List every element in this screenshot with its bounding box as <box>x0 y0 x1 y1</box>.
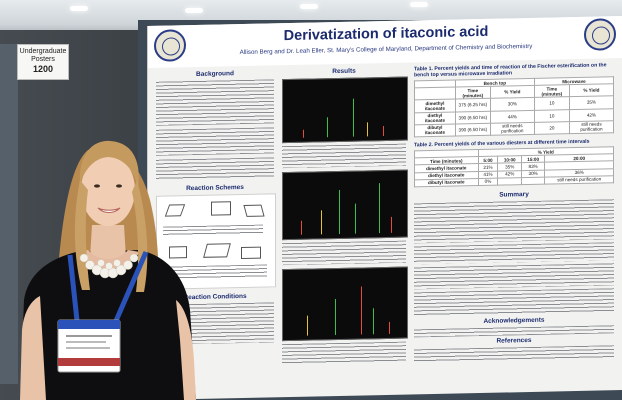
spectrum-peak <box>391 216 392 233</box>
summary-text-block <box>414 199 614 244</box>
scheme-label <box>163 264 267 281</box>
reaction-scheme-diagram <box>156 193 276 290</box>
figure-caption <box>282 341 406 365</box>
table-cell: 44% <box>490 109 535 124</box>
spectrum-peak <box>373 308 374 335</box>
poster-column-right: Table 1. Percent yields and time of reac… <box>414 62 614 362</box>
spectrum-peak <box>379 183 380 234</box>
spectrum-peak <box>307 315 308 336</box>
figure-caption <box>282 240 406 266</box>
table1-col-header: % Yield <box>569 83 614 98</box>
table-corner <box>414 87 456 101</box>
spectrum-peak <box>389 321 390 334</box>
table-cell <box>497 177 522 186</box>
spectrum-peak <box>335 299 336 336</box>
molecule-structure <box>164 204 186 217</box>
background-text-block <box>156 157 274 180</box>
table-row-label: dibutyl itaconate <box>414 178 479 187</box>
table-cell: 375 (6.25 hrs) <box>455 98 491 112</box>
table-cell: 20 <box>534 121 570 135</box>
scheme-label <box>163 224 263 237</box>
conditions-text-block <box>156 302 274 345</box>
table-cell: still needs purification <box>490 122 535 136</box>
summary-text-block <box>414 288 614 317</box>
molecule-structure <box>211 201 231 216</box>
neighbor-board <box>0 30 160 400</box>
table1: Bench top Microwave Time (minutes) % Yie… <box>414 76 614 138</box>
references-text <box>414 345 614 362</box>
table-cell: 35% <box>569 96 614 110</box>
ceiling-light <box>410 2 428 7</box>
table-cell: 30% <box>490 97 535 111</box>
table-cell: 10 <box>534 109 570 123</box>
molecule-structure <box>241 246 261 260</box>
nmr-spectrum-3 <box>282 266 408 342</box>
table1-col-header: % Yield <box>490 85 535 99</box>
table-cell <box>521 176 545 185</box>
table-row-label: diethyl itaconate <box>414 111 456 125</box>
summary-text-block <box>414 242 614 265</box>
spectrum-peak <box>303 129 304 138</box>
spectrum-peak <box>383 126 384 137</box>
ceiling-light <box>185 8 203 13</box>
placard-line-1: Undergraduate <box>19 48 67 55</box>
neighbor-board-edge <box>0 44 18 384</box>
background-text-block <box>156 79 274 126</box>
placard-number: 1200 <box>32 64 54 74</box>
section-references-title: References <box>496 336 532 345</box>
table-cell: 390 (6.50 hrs) <box>455 110 491 124</box>
section-background-title: Background <box>196 70 234 78</box>
ceiling-light <box>300 4 318 9</box>
table-cell: 0% <box>478 177 498 186</box>
molecule-structure <box>169 246 187 259</box>
table-cell: 42% <box>569 108 614 122</box>
section-reaction-conditions-title: Reaction Conditions <box>183 292 247 302</box>
spectrum-peak <box>353 98 354 137</box>
molecule-structure <box>243 204 265 217</box>
table-row-label: dibutyl itaconate <box>414 123 456 137</box>
college-seal-icon <box>154 29 186 62</box>
section-summary-title: Summary <box>499 190 529 199</box>
table-cell: 10 <box>534 97 570 110</box>
spectrum-peak <box>361 286 362 335</box>
table-cell: 390 (6.50 hrs) <box>455 123 491 136</box>
section-results-title: Results <box>332 67 356 76</box>
spectrum-peak <box>367 122 368 137</box>
spectrum-peak <box>327 117 328 138</box>
table-cell: still needs purification <box>544 175 614 185</box>
table-cell: still needs purification <box>569 120 614 134</box>
table2: % Yield Time (minutes) 5:00 10:00 15:00 … <box>414 146 614 188</box>
ceiling-light <box>70 6 88 11</box>
section-reaction-schemes-title: Reaction Schemes <box>186 183 244 193</box>
college-seal-icon <box>584 18 616 51</box>
placard-line-2: Posters <box>31 56 55 63</box>
spectrum-peak <box>321 210 322 235</box>
molecule-structure <box>203 243 231 258</box>
table1-col-header: Time (minutes) <box>455 86 491 100</box>
figure-caption <box>282 143 406 169</box>
poster-column-middle: Results <box>282 67 408 365</box>
poster-number-placard: Undergraduate Posters 1200 <box>17 44 69 80</box>
research-poster: Derivatization of itaconic acid Allison … <box>147 16 622 400</box>
nmr-spectrum-2 <box>282 169 408 241</box>
spectrum-peak <box>301 220 302 235</box>
background-text-block <box>156 127 274 156</box>
spectrum-peak <box>355 203 356 234</box>
spectrum-peak <box>339 189 340 234</box>
poster-column-left: Background Reaction Schemes Reaction Con… <box>156 69 276 345</box>
table-row-label: dimethyl itaconate <box>414 99 456 113</box>
table1-col-header: Time (minutes) <box>534 84 570 98</box>
section-acknowledgements-title: Acknowledgements <box>483 316 545 325</box>
nmr-spectrum-1 <box>282 76 408 144</box>
summary-text-block <box>414 263 614 290</box>
poster-header: Derivatization of itaconic acid Allison … <box>148 16 622 68</box>
